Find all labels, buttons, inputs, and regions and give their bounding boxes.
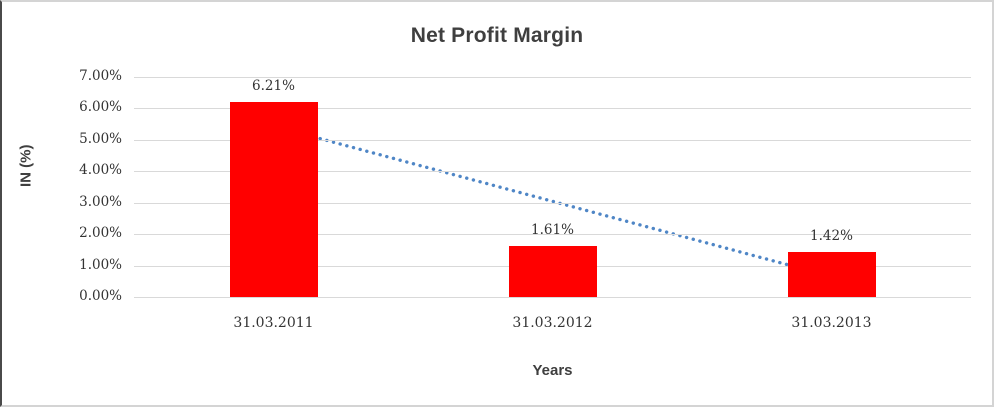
y-tick-label: 2.00% [79, 225, 122, 242]
chart-title: Net Profit Margin [410, 24, 584, 47]
gridline [134, 139, 971, 141]
bar-value-label: 6.21% [252, 77, 295, 94]
gridline [134, 77, 971, 78]
x-tick-label: 31.03.2012 [512, 315, 593, 331]
y-tick-label: 0.00% [79, 288, 122, 304]
bar [229, 101, 318, 297]
x-tick-label: 31.03.2013 [791, 315, 872, 331]
trendline-layer [134, 77, 971, 297]
gridline [134, 202, 971, 204]
bar-value-label: 1.61% [531, 222, 574, 239]
bar [787, 252, 876, 297]
y-tick-label: 7.00% [79, 68, 122, 84]
y-tick-label: 3.00% [79, 193, 122, 210]
y-tick-label: 4.00% [79, 162, 122, 179]
x-tick-label: 31.03.2011 [233, 315, 314, 331]
y-tick-label: 5.00% [79, 130, 122, 147]
gridline [134, 297, 971, 298]
y-tick-label: 6.00% [79, 99, 122, 116]
gridline [134, 234, 971, 236]
y-tick-label: 1.00% [79, 256, 122, 273]
bar [508, 246, 597, 297]
trendline [274, 126, 832, 277]
bar-value-label: 1.42% [810, 228, 853, 245]
gridline [134, 171, 971, 173]
gridline [134, 108, 971, 110]
x-axis-title: Years [532, 362, 573, 379]
plot-area [134, 77, 971, 298]
